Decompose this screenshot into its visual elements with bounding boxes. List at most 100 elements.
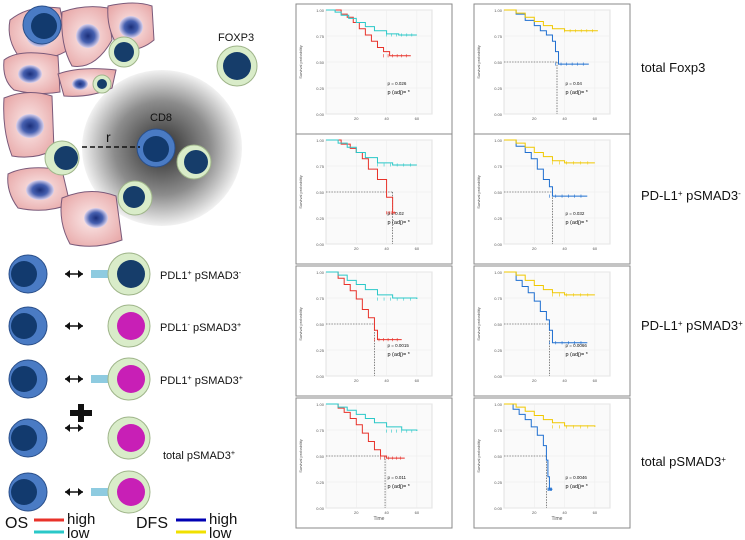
target-cell-nuclei: [54, 42, 251, 208]
p-value: p = 0.04: [565, 81, 582, 86]
y-tick-label: 0.00: [494, 506, 503, 511]
marker-label: PDL1+ pSMAD3+: [160, 374, 243, 387]
km-panel: 0.00 0.25 0.50 0.75 1.00 20 40 60 Survival proba…: [295, 3, 453, 135]
y-tick-label: 0.75: [316, 164, 325, 169]
tumor-nucleus: [119, 16, 143, 38]
arrow-head-right: [78, 270, 83, 278]
legend-os-label: OS: [5, 515, 28, 532]
y-tick-label: 0.50: [316, 190, 325, 195]
tumor-nucleus: [16, 114, 44, 138]
p-value: p = 0.0015: [387, 343, 409, 348]
y-tick-label: 0.75: [494, 34, 503, 39]
x-tick-label: 40: [384, 246, 389, 251]
km-curve-low: [326, 271, 418, 300]
y-tick-label: 0.50: [316, 322, 325, 327]
legend-dfs-label: DFS: [136, 515, 168, 532]
x-tick-label: 40: [562, 510, 567, 515]
marker-rows: PDL1+ pSMAD3- PDL1- pSMAD3+ PDL1+ pSMAD3+ t…: [8, 252, 243, 514]
km-curve-low: [326, 139, 417, 166]
y-tick-label: 1.00: [494, 8, 503, 13]
target-cell-nucleus: [117, 260, 145, 288]
t-cell-nucleus: [11, 366, 37, 392]
p-adj: p (adj)= *: [387, 352, 410, 358]
x-tick-label: 20: [354, 510, 359, 515]
y-tick-label: 0.50: [494, 190, 503, 195]
y-tick-label: 0.25: [316, 348, 325, 353]
y-tick-label: 0.00: [494, 242, 503, 247]
y-axis-label: Survival probability: [476, 439, 481, 473]
pdl1-bar: [91, 375, 111, 383]
foxp3-label: FOXP3: [218, 32, 254, 44]
km-panel: 0.00 0.25 0.50 0.75 1.00 20 40 60 Survival proba…: [295, 133, 453, 265]
y-axis-label: Survival probability: [298, 175, 303, 209]
tumor-microenvironment-schematic: r CD8 FOXP3: [3, 2, 258, 247]
km-curve-low: [326, 403, 418, 432]
x-tick-label: 40: [562, 116, 567, 121]
target-cell-nucleus: [117, 312, 145, 340]
y-tick-label: 0.25: [316, 480, 325, 485]
row-labels: total Foxp3 PD-L1+ pSMAD3- PD-L1+ pSMAD3+ t…: [641, 60, 743, 469]
x-axis-label: Time: [374, 516, 385, 522]
y-axis-label: Survival probability: [298, 45, 303, 79]
x-tick-label: 60: [415, 116, 420, 121]
tumor-nucleus: [26, 180, 54, 200]
km-panel: 0.00 0.25 0.50 0.75 1.00 20 40 60 Survival proba…: [295, 265, 453, 397]
marker-row-total: total pSMAD3+: [8, 404, 235, 514]
km-panel: 0.00 0.25 0.50 0.75 1.00 20 40 60 Survival proba…: [473, 265, 631, 397]
p-value: p = 0.0066: [565, 343, 587, 348]
x-tick-label: 60: [593, 510, 598, 515]
marker-row: PDL1+ pSMAD3+: [8, 357, 243, 401]
y-tick-label: 0.75: [494, 428, 503, 433]
y-tick-label: 0.00: [316, 374, 325, 379]
x-tick-label: 60: [593, 246, 598, 251]
km-curve-low: [504, 271, 595, 296]
x-tick-label: 20: [354, 246, 359, 251]
p-value: p = 0.0046: [565, 475, 587, 480]
km-curve-high: [504, 139, 588, 197]
radius-label: r: [106, 129, 111, 145]
y-tick-label: 0.75: [494, 296, 503, 301]
km-curve-high: [504, 9, 589, 65]
p-adj: p (adj)= *: [387, 484, 410, 490]
row-label: total pSMAD3+: [641, 454, 726, 469]
km-panels: 0.00 0.25 0.50 0.75 1.00 20 40 60 Survival proba…: [295, 3, 631, 529]
x-tick-label: 20: [532, 378, 537, 383]
y-tick-label: 0.50: [494, 60, 503, 65]
x-axis-label: Time: [552, 516, 563, 522]
target-cell-nucleus: [117, 424, 145, 452]
y-tick-label: 1.00: [316, 402, 325, 407]
y-tick-label: 0.00: [316, 242, 325, 247]
y-axis-label: Survival probability: [476, 307, 481, 341]
tumor-nucleus: [84, 208, 108, 228]
x-tick-label: 20: [532, 510, 537, 515]
y-axis-label: Survival probability: [298, 439, 303, 473]
target-cell-nucleus: [117, 478, 145, 506]
pdl1-bar: [91, 270, 111, 278]
legend-os-high: high: [67, 511, 95, 528]
y-tick-label: 0.75: [316, 34, 325, 39]
y-axis-label: Survival probability: [476, 175, 481, 209]
y-tick-label: 0.00: [316, 506, 325, 511]
x-tick-label: 20: [354, 116, 359, 121]
marker-label: total pSMAD3+: [163, 449, 235, 462]
p-value: p = 0.026: [387, 81, 406, 86]
y-tick-label: 0.75: [494, 164, 503, 169]
legend-dfs-high: high: [209, 511, 237, 528]
marker-label: PDL1- pSMAD3+: [160, 321, 241, 334]
tumor-nucleus: [18, 65, 42, 83]
km-curve-high: [326, 9, 411, 57]
marker-row: PDL1+ pSMAD3-: [8, 252, 242, 296]
arrow-head-left: [65, 488, 70, 496]
y-tick-label: 0.75: [316, 428, 325, 433]
km-panel: 0.00 0.25 0.50 0.75 1.00 20 40 60 Survival proba…: [473, 133, 631, 265]
x-tick-label: 60: [415, 510, 420, 515]
p-adj: p (adj)= *: [565, 352, 588, 358]
arrow-head-right: [78, 424, 83, 432]
t-cell-nucleus: [11, 313, 37, 339]
arrow-head-right: [78, 375, 83, 383]
km-curve-high: [504, 271, 588, 344]
arrow-head-left: [65, 424, 70, 432]
row-label: total Foxp3: [641, 60, 705, 75]
y-tick-label: 0.50: [494, 322, 503, 327]
